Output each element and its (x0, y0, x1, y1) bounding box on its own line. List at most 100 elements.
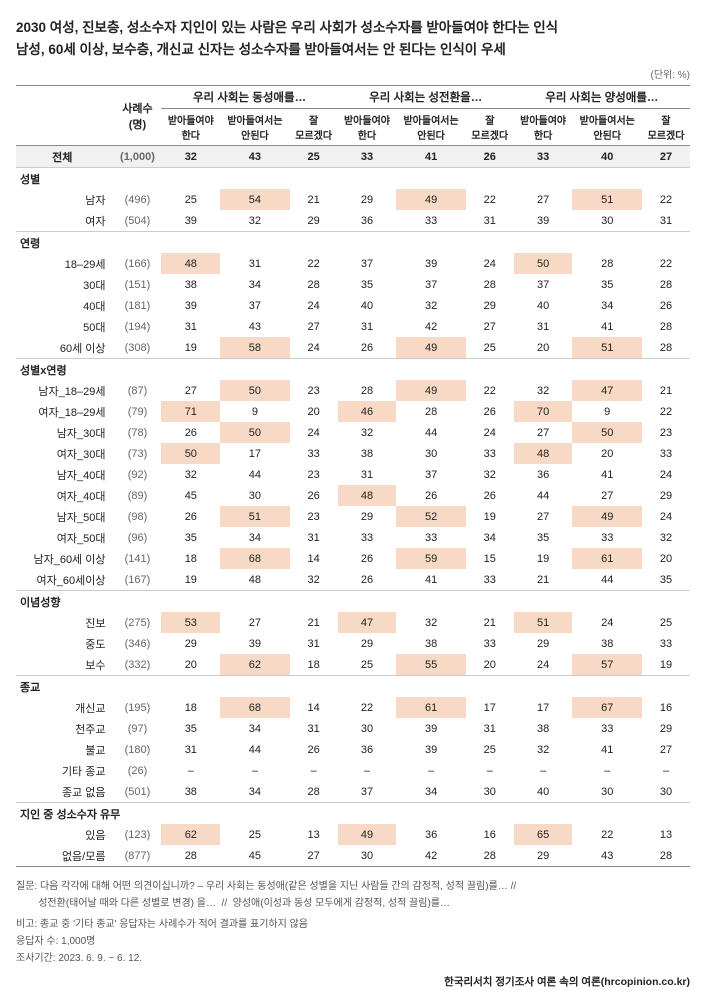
cell-value: 14 (290, 548, 338, 569)
cell-value: 26 (466, 485, 514, 506)
cell-value: 55 (396, 654, 466, 676)
row-label: 60세 이상 (16, 337, 113, 359)
footnote-question2: 성전환(태어날 때와 다른 성별로 변경) 을… // 양성애(이성과 동성 모… (16, 896, 690, 911)
cell-value: 31 (220, 253, 290, 274)
row-label: 여자_50대 (16, 527, 113, 548)
table-row: 불교(180)314426363925324127 (16, 739, 690, 760)
cell-n: (877) (113, 845, 161, 867)
cell-n: (346) (113, 633, 161, 654)
cell-n: (123) (113, 824, 161, 845)
footnote-note: 비고: 종교 중 '기타 종교' 응답자는 사례수가 적어 결과를 표기하지 않… (16, 917, 690, 932)
row-label: 남자_50대 (16, 506, 113, 527)
cell-value: 21 (290, 189, 338, 210)
cell-value: 47 (572, 380, 642, 401)
cell-value: 27 (514, 422, 573, 443)
row-label: 남자_40대 (16, 464, 113, 485)
cell-value: 26 (338, 337, 397, 359)
cell-value: 33 (338, 146, 397, 168)
col-sub: 받아들여야 한다 (338, 109, 397, 146)
cell-value: 38 (572, 633, 642, 654)
cell-value: 21 (514, 569, 573, 591)
cell-value: 26 (642, 295, 690, 316)
col-sub: 잘 모르겠다 (642, 109, 690, 146)
cell-n: (496) (113, 189, 161, 210)
row-label: 여자 (16, 210, 113, 232)
cell-value: 31 (338, 316, 397, 337)
cell-value: 34 (466, 527, 514, 548)
cell-value: 24 (466, 422, 514, 443)
cell-n: (87) (113, 380, 161, 401)
cell-value: 35 (514, 527, 573, 548)
table-row: 종교 없음(501)383428373430403030 (16, 781, 690, 803)
cell-value: 65 (514, 824, 573, 845)
col-sub: 받아들여야 한다 (514, 109, 573, 146)
cell-value: 50 (572, 422, 642, 443)
cell-value: 37 (220, 295, 290, 316)
cell-value: 53 (161, 612, 220, 633)
cell-value: 24 (290, 337, 338, 359)
cell-value: 38 (161, 274, 220, 295)
cell-value: – (572, 760, 642, 781)
col-sub: 잘 모르겠다 (466, 109, 514, 146)
cell-value: 28 (396, 401, 466, 422)
cell-value: 27 (290, 316, 338, 337)
row-label: 기타 종교 (16, 760, 113, 781)
cell-value: 27 (220, 612, 290, 633)
cell-value: 36 (396, 824, 466, 845)
cell-value: 18 (290, 654, 338, 676)
cell-value: 34 (220, 527, 290, 548)
cell-value: 40 (572, 146, 642, 168)
cell-value: 49 (396, 189, 466, 210)
cell-n: (275) (113, 612, 161, 633)
cell-value: 51 (514, 612, 573, 633)
row-label: 여자_40대 (16, 485, 113, 506)
cell-value: 41 (396, 146, 466, 168)
cell-value: 20 (572, 443, 642, 464)
cell-value: 30 (572, 210, 642, 232)
col-sub: 잘 모르겠다 (290, 109, 338, 146)
table-row: 있음(123)622513493616652213 (16, 824, 690, 845)
cell-value: 34 (220, 718, 290, 739)
cell-value: 28 (572, 253, 642, 274)
cell-value: 30 (396, 443, 466, 464)
cell-value: 59 (396, 548, 466, 569)
cell-value: 37 (396, 274, 466, 295)
cell-value: 32 (220, 210, 290, 232)
cell-n: (180) (113, 739, 161, 760)
cell-value: 34 (572, 295, 642, 316)
cell-n: (504) (113, 210, 161, 232)
cell-value: 34 (220, 274, 290, 295)
table-row: 40대(181)393724403229403426 (16, 295, 690, 316)
cell-value: 68 (220, 548, 290, 569)
cell-n: (96) (113, 527, 161, 548)
cell-value: 48 (338, 485, 397, 506)
cell-n: (98) (113, 506, 161, 527)
cell-value: 28 (338, 380, 397, 401)
cell-value: 13 (642, 824, 690, 845)
cell-value: 61 (396, 697, 466, 718)
cell-value: 22 (466, 380, 514, 401)
cell-n: (501) (113, 781, 161, 803)
table-row: 여자_50대(96)353431333334353332 (16, 527, 690, 548)
row-label: 남자_30대 (16, 422, 113, 443)
cell-value: 19 (161, 569, 220, 591)
cell-value: 25 (466, 337, 514, 359)
cell-value: 39 (396, 739, 466, 760)
cell-value: 26 (161, 422, 220, 443)
cell-value: 33 (466, 443, 514, 464)
row-label: 여자_30대 (16, 443, 113, 464)
cell-value: 37 (338, 781, 397, 803)
cell-n: (195) (113, 697, 161, 718)
cell-value: 37 (514, 274, 573, 295)
cell-value: – (642, 760, 690, 781)
table-row: 남자_50대(98)265123295219274924 (16, 506, 690, 527)
table-body: 전체(1,000)324325334126334027성별남자(496)2554… (16, 146, 690, 867)
cell-value: 29 (338, 633, 397, 654)
col-group3: 우리 사회는 양성애를… (514, 86, 690, 109)
cell-value: 51 (572, 337, 642, 359)
cell-value: 19 (161, 337, 220, 359)
cell-value: 38 (514, 718, 573, 739)
table-row: 남자_30대(78)265024324424275023 (16, 422, 690, 443)
cell-value: 25 (161, 189, 220, 210)
cell-value: 26 (466, 146, 514, 168)
